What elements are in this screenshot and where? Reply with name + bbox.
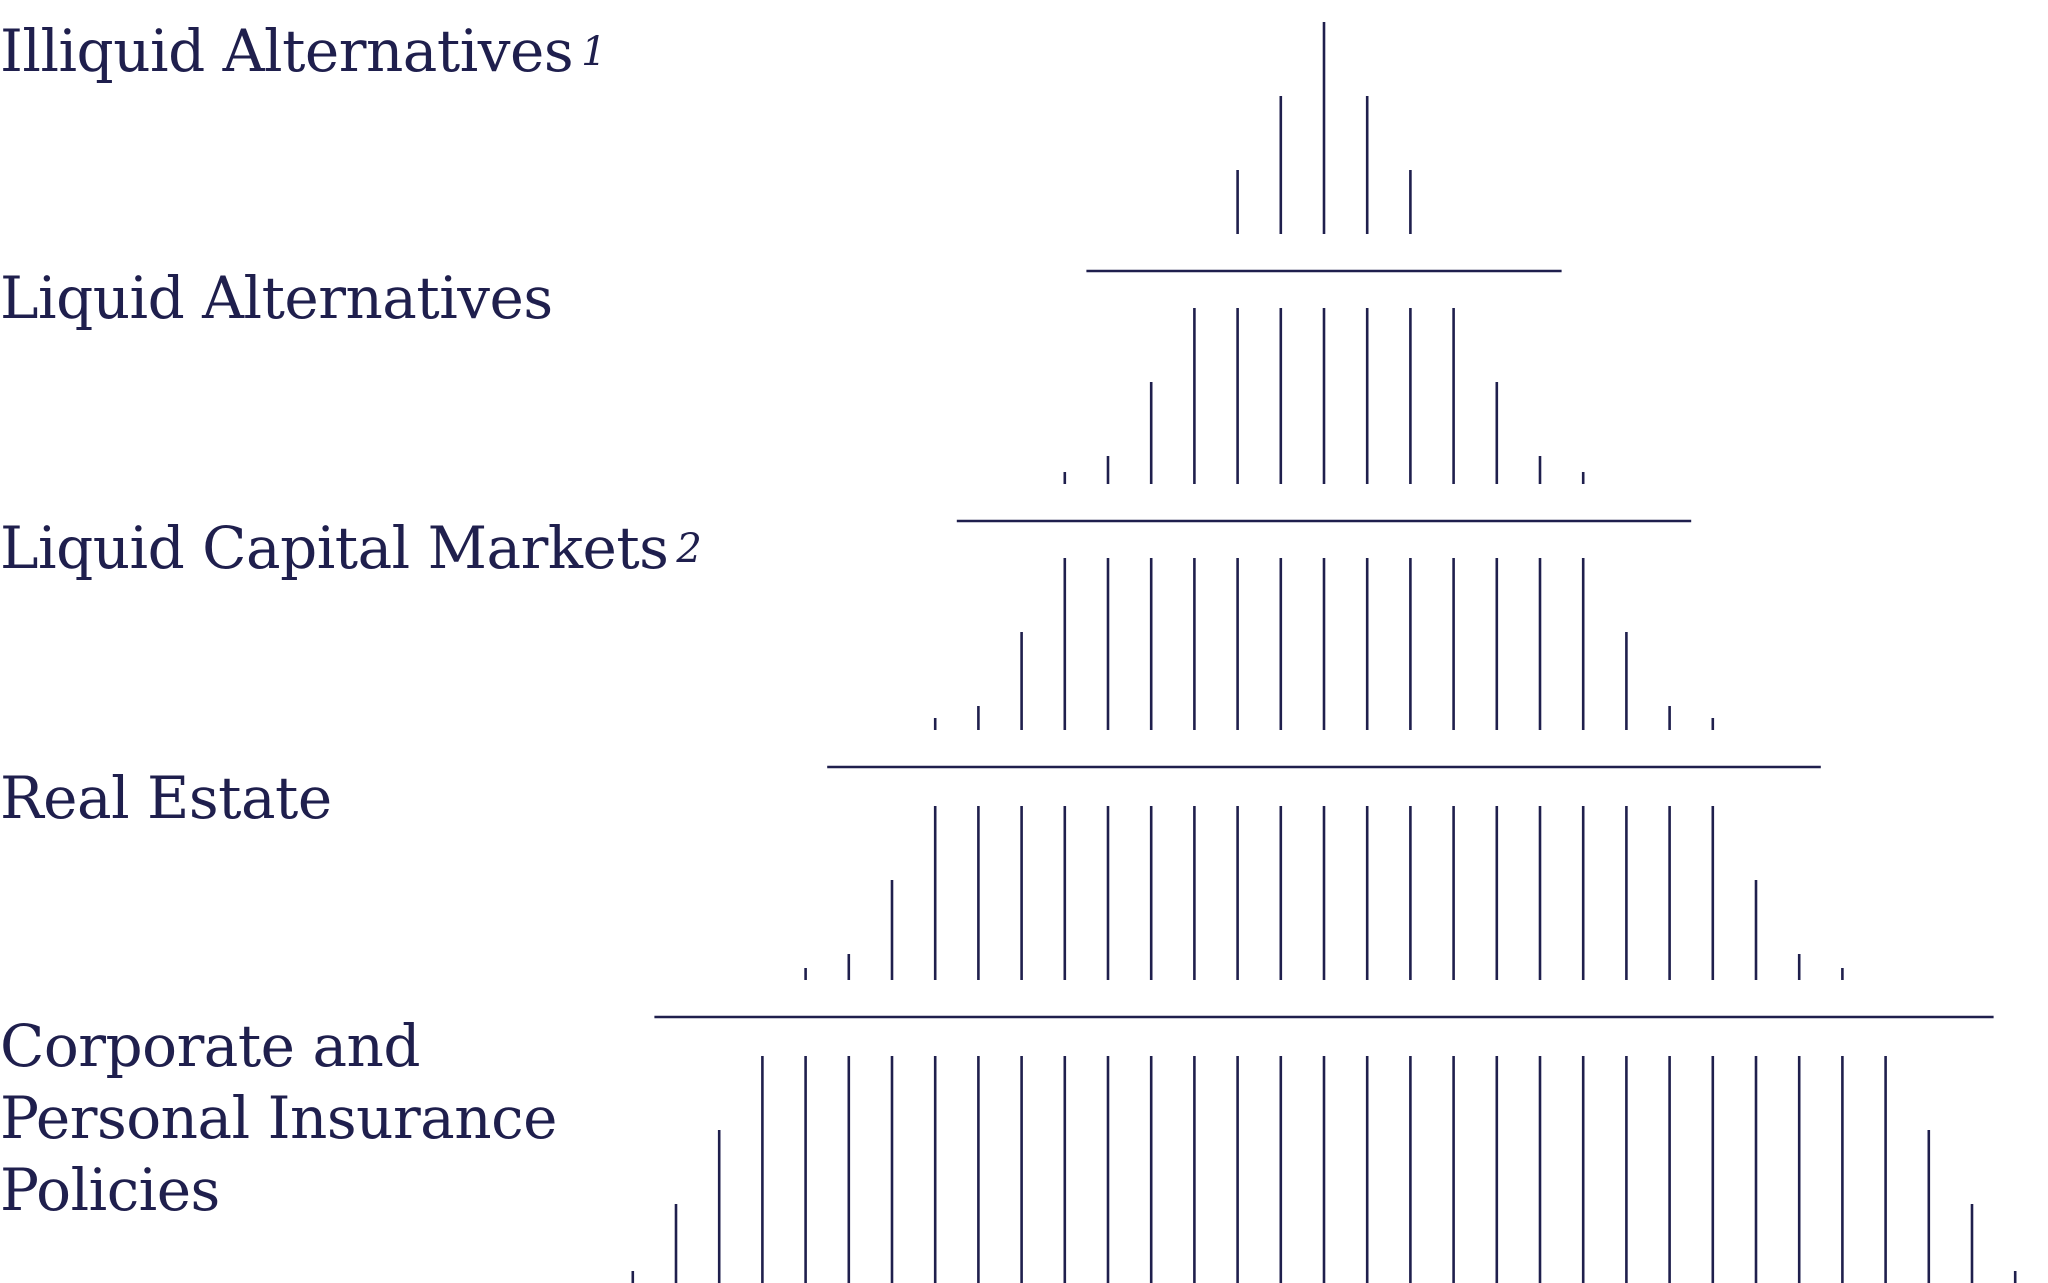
footnote-marker: 1 bbox=[581, 29, 607, 75]
tier-label-illiquid-alternatives: Illiquid Alternatives 1 bbox=[0, 15, 607, 94]
tier-label-text: Liquid Capital Markets bbox=[0, 514, 669, 582]
tier-label-liquid-capital-markets: Liquid Capital Markets 2 bbox=[0, 512, 702, 591]
tier-label-text: Liquid Alternatives bbox=[0, 264, 553, 332]
tier-label-line-2: Personal Insurance bbox=[0, 1084, 557, 1152]
tier-label-text: Illiquid Alternatives bbox=[0, 17, 574, 85]
footnote-marker: 2 bbox=[676, 526, 702, 572]
tier-label-liquid-alternatives: Liquid Alternatives bbox=[0, 262, 553, 334]
tier-label-text: Real Estate bbox=[0, 764, 332, 832]
tier-label-line-3: Policies bbox=[0, 1156, 220, 1224]
tier-label-real-estate: Real Estate bbox=[0, 762, 332, 834]
tier-label-insurance-policies: Corporate and Personal Insurance Policie… bbox=[0, 1010, 557, 1226]
tier-label-line-1: Corporate and bbox=[0, 1012, 421, 1080]
